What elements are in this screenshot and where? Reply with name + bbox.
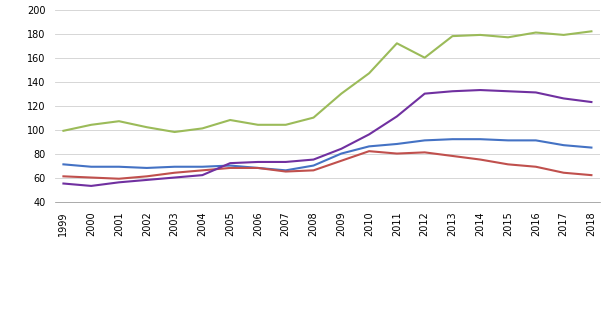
Portugal (143, 178, 151, 182)
Alemanha (421, 150, 428, 154)
Grécia (532, 31, 540, 34)
Line: Área Euro: Área Euro (64, 139, 591, 170)
Alemanha (588, 173, 595, 177)
Área Euro (199, 165, 206, 169)
Área Euro (365, 144, 373, 148)
Área Euro (532, 138, 540, 142)
Grécia (588, 29, 595, 33)
Portugal (421, 92, 428, 96)
Alemanha (504, 162, 512, 166)
Portugal (88, 184, 95, 188)
Portugal (477, 88, 484, 92)
Portugal (171, 176, 178, 179)
Área Euro (254, 166, 261, 170)
Área Euro (115, 165, 122, 169)
Alemanha (310, 168, 317, 172)
Portugal (365, 133, 373, 136)
Alemanha (282, 170, 289, 174)
Área Euro (143, 166, 151, 170)
Alemanha (532, 165, 540, 169)
Portugal (226, 161, 234, 165)
Alemanha (171, 171, 178, 175)
Alemanha (477, 158, 484, 162)
Grécia (143, 125, 151, 129)
Portugal (394, 114, 401, 118)
Portugal (282, 160, 289, 164)
Grécia (365, 71, 373, 75)
Portugal (199, 173, 206, 177)
Alemanha (449, 154, 456, 158)
Área Euro (310, 163, 317, 167)
Área Euro (171, 165, 178, 169)
Alemanha (365, 149, 373, 153)
Grécia (421, 56, 428, 60)
Grécia (338, 92, 345, 96)
Área Euro (588, 146, 595, 150)
Área Euro (560, 143, 567, 147)
Alemanha (88, 176, 95, 179)
Alemanha (560, 171, 567, 175)
Área Euro (449, 137, 456, 141)
Alemanha (226, 166, 234, 170)
Grécia (115, 119, 122, 123)
Área Euro (477, 137, 484, 141)
Área Euro (421, 138, 428, 142)
Portugal (532, 90, 540, 94)
Portugal (310, 158, 317, 162)
Alemanha (394, 151, 401, 156)
Alemanha (143, 175, 151, 178)
Portugal (115, 180, 122, 184)
Portugal (254, 160, 261, 164)
Área Euro (88, 165, 95, 169)
Alemanha (338, 159, 345, 163)
Grécia (199, 126, 206, 130)
Portugal (449, 89, 456, 93)
Grécia (560, 33, 567, 37)
Grécia (477, 33, 484, 37)
Grécia (504, 35, 512, 39)
Alemanha (254, 166, 261, 170)
Área Euro (282, 168, 289, 172)
Grécia (394, 41, 401, 45)
Alemanha (199, 168, 206, 172)
Grécia (449, 34, 456, 38)
Grécia (254, 123, 261, 127)
Portugal (504, 89, 512, 93)
Área Euro (60, 162, 67, 166)
Line: Alemanha: Alemanha (64, 151, 591, 179)
Alemanha (60, 175, 67, 178)
Área Euro (338, 151, 345, 156)
Portugal (588, 100, 595, 104)
Grécia (171, 130, 178, 134)
Área Euro (504, 138, 512, 142)
Alemanha (115, 177, 122, 181)
Line: Grécia: Grécia (64, 31, 591, 132)
Área Euro (394, 142, 401, 146)
Área Euro (226, 163, 234, 167)
Portugal (560, 97, 567, 100)
Portugal (60, 182, 67, 186)
Grécia (282, 123, 289, 127)
Portugal (338, 147, 345, 151)
Grécia (310, 116, 317, 120)
Grécia (60, 129, 67, 133)
Line: Portugal: Portugal (64, 90, 591, 186)
Grécia (226, 118, 234, 122)
Grécia (88, 123, 95, 127)
